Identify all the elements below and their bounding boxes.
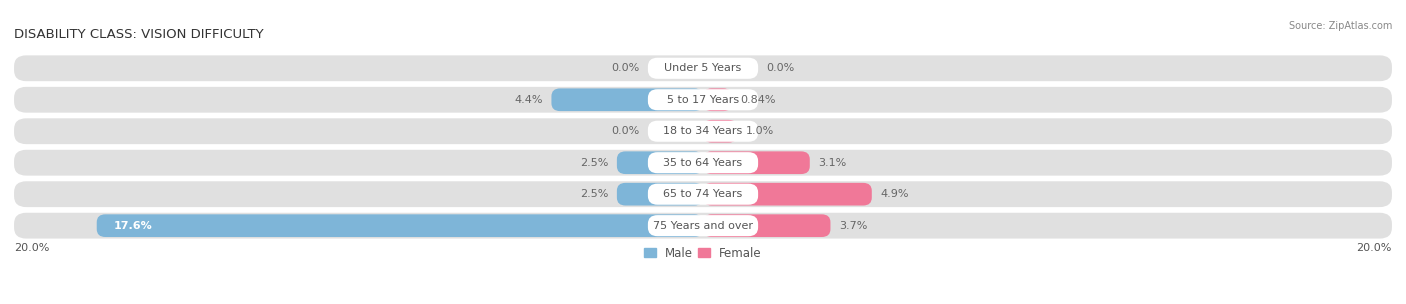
FancyBboxPatch shape [617, 151, 703, 174]
Text: 1.0%: 1.0% [747, 126, 775, 136]
Text: 0.0%: 0.0% [612, 63, 640, 73]
FancyBboxPatch shape [648, 121, 758, 142]
FancyBboxPatch shape [648, 152, 758, 173]
Text: 65 to 74 Years: 65 to 74 Years [664, 189, 742, 199]
FancyBboxPatch shape [648, 58, 758, 79]
FancyBboxPatch shape [648, 89, 758, 110]
Text: 5 to 17 Years: 5 to 17 Years [666, 95, 740, 105]
Text: 17.6%: 17.6% [114, 221, 153, 231]
FancyBboxPatch shape [617, 183, 703, 206]
Text: 0.84%: 0.84% [741, 95, 776, 105]
Text: 2.5%: 2.5% [579, 189, 609, 199]
FancyBboxPatch shape [703, 88, 733, 111]
FancyBboxPatch shape [703, 183, 872, 206]
Text: Under 5 Years: Under 5 Years [665, 63, 741, 73]
FancyBboxPatch shape [14, 213, 1392, 239]
Text: 3.1%: 3.1% [818, 158, 846, 168]
Legend: Male, Female: Male, Female [644, 247, 762, 260]
FancyBboxPatch shape [703, 151, 810, 174]
Text: 4.9%: 4.9% [880, 189, 908, 199]
FancyBboxPatch shape [14, 87, 1392, 113]
Text: 35 to 64 Years: 35 to 64 Years [664, 158, 742, 168]
Text: 0.0%: 0.0% [612, 126, 640, 136]
Text: 20.0%: 20.0% [1357, 243, 1392, 253]
Text: 75 Years and over: 75 Years and over [652, 221, 754, 231]
Text: Source: ZipAtlas.com: Source: ZipAtlas.com [1288, 21, 1392, 31]
Text: 4.4%: 4.4% [515, 95, 543, 105]
Text: 20.0%: 20.0% [14, 243, 49, 253]
FancyBboxPatch shape [703, 120, 738, 143]
FancyBboxPatch shape [14, 118, 1392, 144]
Text: 3.7%: 3.7% [839, 221, 868, 231]
FancyBboxPatch shape [14, 181, 1392, 207]
FancyBboxPatch shape [703, 214, 831, 237]
Text: 18 to 34 Years: 18 to 34 Years [664, 126, 742, 136]
Text: 0.0%: 0.0% [766, 63, 794, 73]
FancyBboxPatch shape [14, 55, 1392, 81]
FancyBboxPatch shape [97, 214, 703, 237]
FancyBboxPatch shape [648, 215, 758, 236]
Text: DISABILITY CLASS: VISION DIFFICULTY: DISABILITY CLASS: VISION DIFFICULTY [14, 28, 264, 41]
Text: 2.5%: 2.5% [579, 158, 609, 168]
FancyBboxPatch shape [14, 150, 1392, 176]
FancyBboxPatch shape [551, 88, 703, 111]
FancyBboxPatch shape [648, 184, 758, 205]
